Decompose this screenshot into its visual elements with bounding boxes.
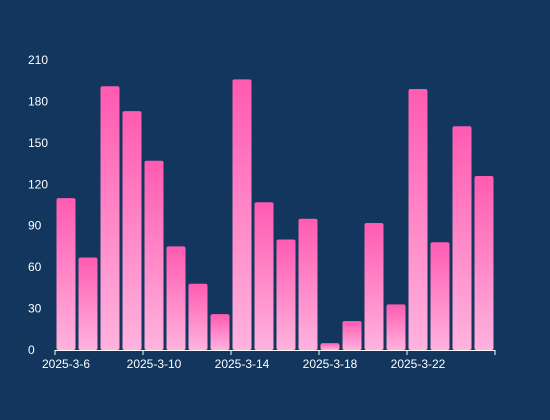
y-axis-ticks: 0 30 60 90 120 150 180 210 (28, 53, 48, 357)
x-tick-label: 2025-3-6 (42, 357, 90, 371)
bar (298, 218, 318, 350)
bar (430, 242, 450, 350)
bar (386, 304, 406, 350)
y-tick-label: 90 (28, 219, 42, 233)
y-tick-label: 180 (28, 94, 48, 108)
y-tick-label: 60 (28, 260, 42, 274)
y-tick-label: 120 (28, 177, 48, 191)
x-tick-label: 2025-3-10 (127, 357, 182, 371)
bar (254, 202, 274, 350)
bar (210, 314, 230, 350)
x-tick-label: 2025-3-18 (303, 357, 358, 371)
bar (122, 111, 142, 350)
bar (276, 239, 296, 350)
bars-group (56, 79, 494, 351)
x-tick-label: 2025-3-22 (391, 357, 446, 371)
x-axis-ticks: 2025-3-6 2025-3-10 2025-3-14 2025-3-18 2025-… (42, 350, 496, 371)
bar (364, 222, 384, 350)
bar (408, 89, 428, 350)
bar (166, 246, 186, 350)
y-tick-label: 150 (28, 136, 48, 150)
bar (100, 86, 120, 350)
bar (56, 198, 76, 350)
x-tick-label: 2025-3-14 (215, 357, 270, 371)
bar (474, 176, 494, 350)
bar (452, 126, 472, 351)
bar (78, 257, 98, 350)
bar (342, 321, 362, 350)
bar (232, 79, 252, 350)
y-tick-label: 0 (28, 343, 35, 357)
bar (320, 343, 340, 350)
y-tick-label: 30 (28, 302, 42, 316)
y-tick-label: 210 (28, 53, 48, 67)
bar (188, 283, 208, 350)
bar (144, 160, 164, 350)
